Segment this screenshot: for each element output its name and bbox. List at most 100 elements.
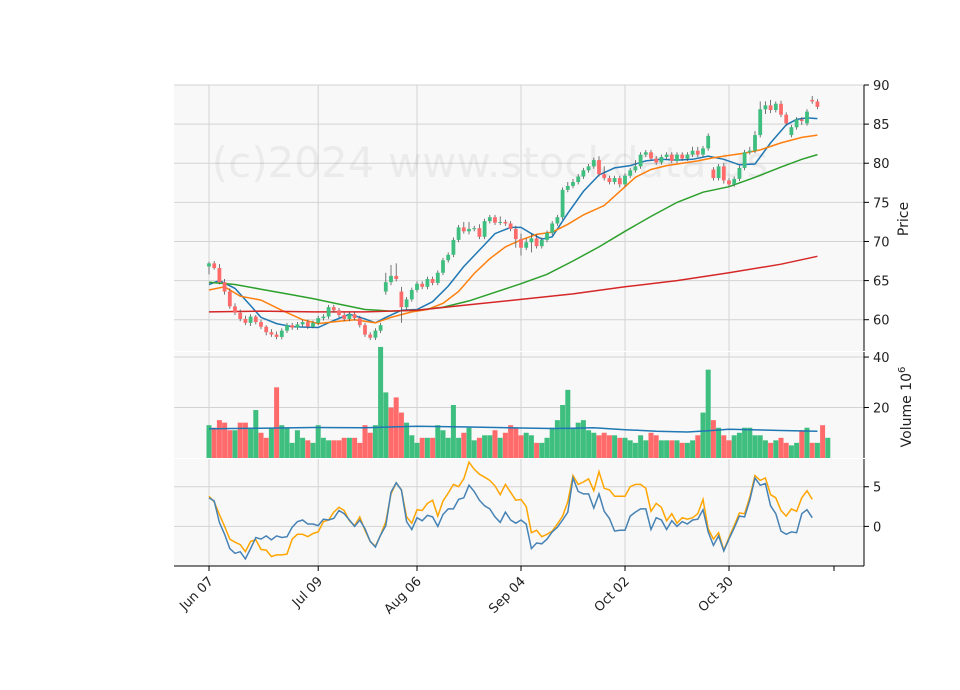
volume-bar xyxy=(778,437,784,458)
candle-body xyxy=(633,166,638,171)
volume-bar xyxy=(757,435,763,458)
volume-bar xyxy=(596,435,602,458)
price-axis-label: Price xyxy=(896,202,912,236)
candle-body xyxy=(768,105,773,111)
candle-body xyxy=(721,166,726,181)
volume-bar xyxy=(705,369,711,458)
candle-body xyxy=(643,152,648,155)
candle-body xyxy=(711,169,716,179)
candle-body xyxy=(441,260,445,273)
candle-body xyxy=(794,119,799,128)
candle-body xyxy=(217,268,222,283)
candle-body xyxy=(680,154,685,159)
volume-bar xyxy=(404,422,410,458)
volume-bar xyxy=(378,346,384,458)
candle-body xyxy=(602,174,607,179)
candle-body xyxy=(233,306,237,313)
volume-bar xyxy=(211,427,217,458)
candle-body xyxy=(706,135,711,149)
volume-bar xyxy=(357,442,363,458)
volume-bar xyxy=(398,412,404,458)
candle-body xyxy=(617,178,622,185)
candle-body xyxy=(685,154,690,159)
candle-body xyxy=(565,185,570,190)
volume-bars xyxy=(206,346,831,458)
volume-bar xyxy=(445,437,451,458)
candle-body xyxy=(789,127,794,136)
oscillator-line xyxy=(208,460,813,558)
candle-body xyxy=(285,325,289,331)
volume-bar xyxy=(820,425,826,458)
candle-body xyxy=(779,103,783,115)
candle-body xyxy=(425,279,430,287)
candle-body xyxy=(404,299,409,308)
volume-bar xyxy=(450,405,456,458)
candle-body xyxy=(264,326,269,333)
volume-bar xyxy=(612,435,618,458)
candle-body xyxy=(222,282,227,292)
y-tick-label: 90 xyxy=(873,79,890,94)
candle-body xyxy=(295,324,300,328)
x-tick-label: Jun 07 xyxy=(177,574,217,614)
volume-bar xyxy=(263,437,269,458)
volume-bar xyxy=(258,432,264,458)
volume-bar xyxy=(710,420,716,458)
candle-body xyxy=(763,105,768,110)
oscillator-line xyxy=(208,475,813,561)
volume-bar xyxy=(617,437,623,458)
volume-bar xyxy=(237,422,243,458)
candle-body xyxy=(487,217,492,222)
volume-bar xyxy=(679,442,685,458)
volume-bar xyxy=(643,440,649,458)
candle-body xyxy=(664,154,669,157)
volume-bar xyxy=(435,425,441,458)
candle-body xyxy=(347,314,352,319)
moving-average-line xyxy=(208,255,818,313)
volume-bar xyxy=(300,437,306,458)
volume-bar xyxy=(227,430,233,458)
volume-bar xyxy=(788,445,794,458)
candle-body xyxy=(305,322,310,327)
volume-bar xyxy=(742,427,748,458)
candle-body xyxy=(508,223,513,229)
volume-bar xyxy=(773,440,779,458)
candle-body xyxy=(409,289,414,300)
candle-body xyxy=(482,221,487,237)
volume-bar xyxy=(305,440,311,458)
volume-bar xyxy=(544,437,550,458)
candle-body xyxy=(513,228,518,240)
volume-bar xyxy=(393,397,399,458)
volume-bar xyxy=(409,435,415,458)
oscillator-panel-bg xyxy=(174,459,864,566)
volume-bar xyxy=(716,427,722,458)
candle-body xyxy=(773,103,778,111)
volume-bar xyxy=(222,422,228,458)
candle-body xyxy=(383,282,388,292)
volume-bar xyxy=(825,437,831,458)
candle-body xyxy=(701,148,705,155)
volume-bar xyxy=(752,435,758,458)
candle-body xyxy=(326,307,331,317)
volume-bar xyxy=(560,405,566,458)
volume-bar xyxy=(736,432,742,458)
candle-body xyxy=(758,109,763,136)
volume-bar xyxy=(794,442,800,458)
volume-bar xyxy=(482,435,488,458)
volume-bar xyxy=(232,430,238,458)
candle-body xyxy=(435,272,440,283)
candle-body xyxy=(805,111,809,124)
volume-bar xyxy=(315,425,321,458)
candle-body xyxy=(472,228,477,230)
volume-bar xyxy=(622,437,628,458)
candle-body xyxy=(373,330,378,338)
candle-body xyxy=(571,182,575,186)
volume-bar xyxy=(310,442,316,458)
volume-bar xyxy=(414,442,420,458)
volume-bar xyxy=(674,440,680,458)
volume-bar xyxy=(580,420,586,458)
volume-bar xyxy=(274,387,280,458)
candle-body xyxy=(815,101,820,107)
y-tick-label: 80 xyxy=(873,157,890,172)
volume-bar xyxy=(809,442,815,458)
